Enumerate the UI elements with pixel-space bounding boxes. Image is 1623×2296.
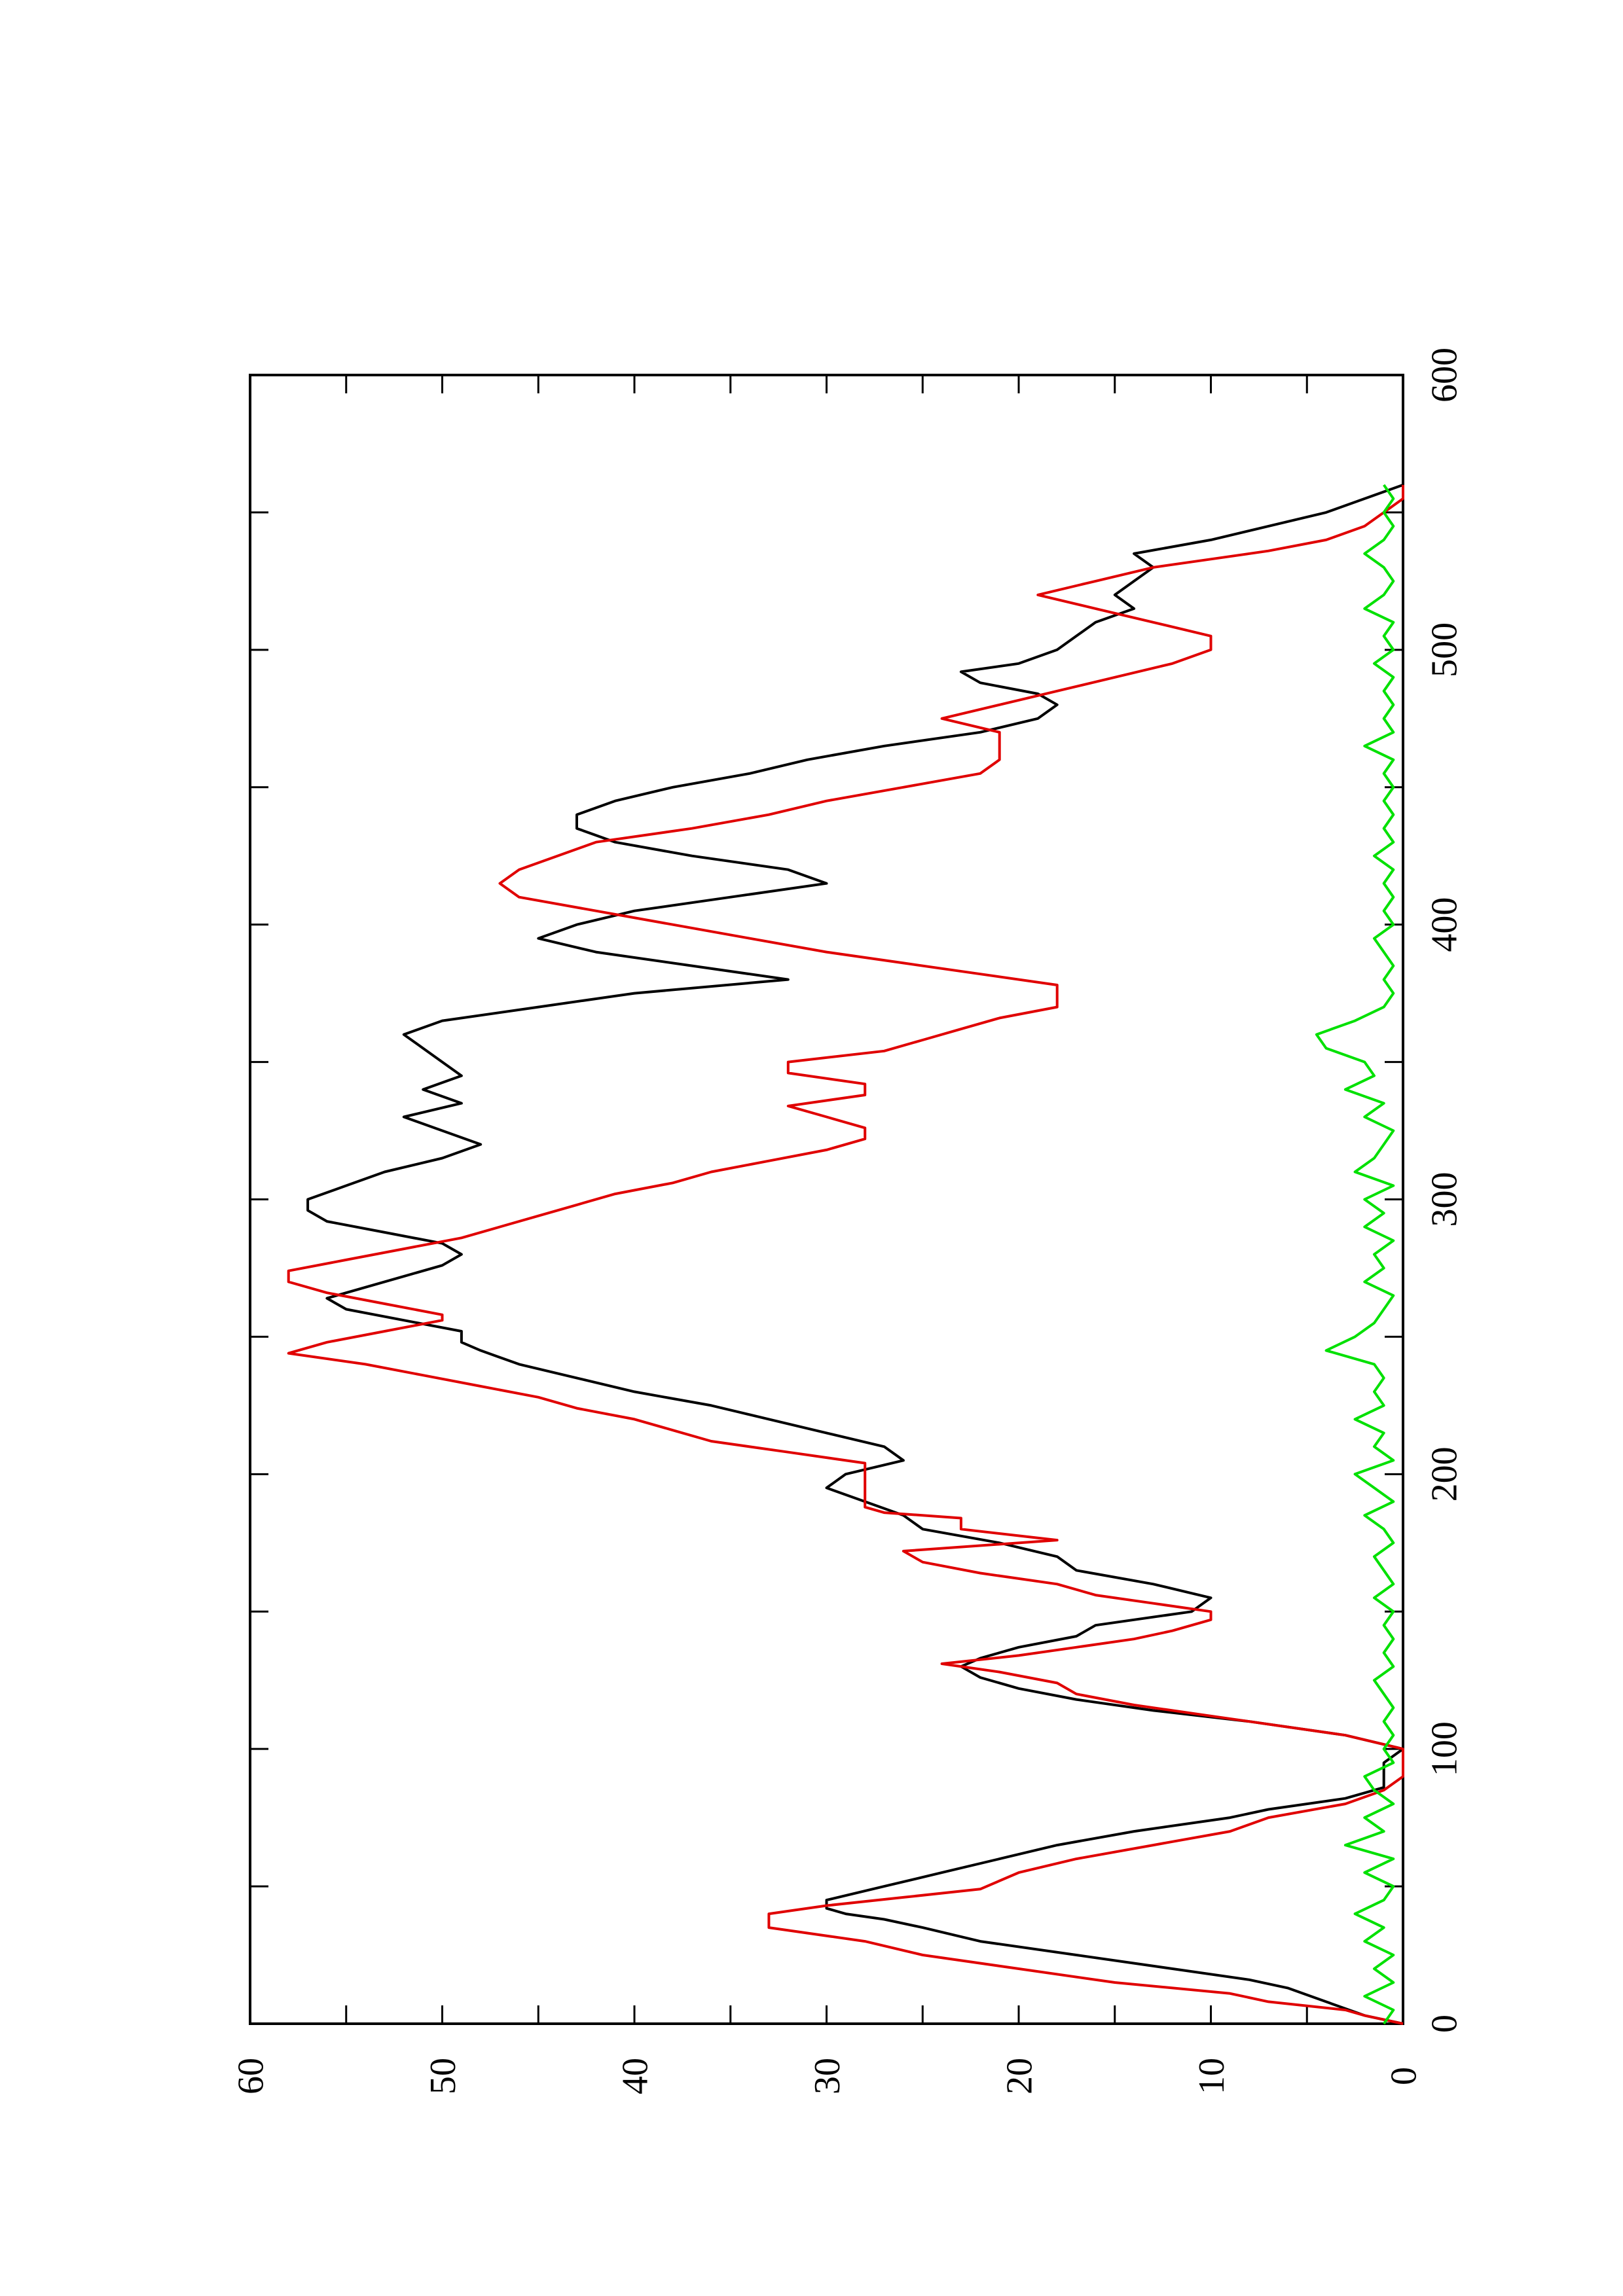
- x-tick-label: 600: [1425, 348, 1465, 403]
- x-tick-label: 500: [1425, 622, 1465, 677]
- y-tick-label: 60: [231, 2058, 272, 2094]
- x-tick-label: 200: [1425, 1446, 1465, 1501]
- x-tick-label: 400: [1425, 897, 1465, 952]
- x-tick-label: 0: [1425, 2015, 1465, 2033]
- x-tick-label: 300: [1425, 1172, 1465, 1227]
- series-black-line: [306, 484, 1404, 2025]
- y-tick-label: 50: [423, 2058, 464, 2094]
- series-green-line: [1315, 484, 1395, 2025]
- series-red-line: [287, 484, 1404, 2025]
- y-tick-label: 30: [807, 2058, 848, 2094]
- y-tick-label: 10: [1192, 2058, 1232, 2094]
- y-tick-label: 20: [1000, 2058, 1040, 2094]
- x-tick-label: 100: [1425, 1721, 1465, 1776]
- y-tick-label: 0: [1384, 2067, 1425, 2085]
- plot-area: 0 100 200 300 400 500 600 0 10 20 30 40 50 60: [231, 348, 1465, 2094]
- plot-frame: [249, 374, 1404, 2025]
- y-tick-label: 40: [615, 2058, 656, 2094]
